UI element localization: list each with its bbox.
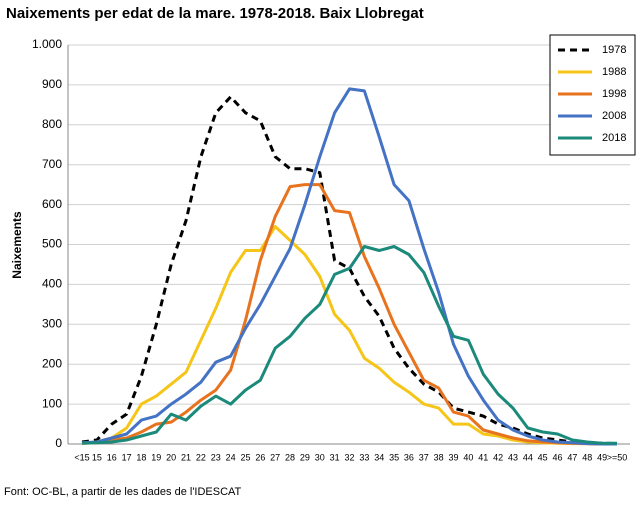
x-tick-label: 39 bbox=[449, 452, 459, 462]
x-tick-label: 32 bbox=[344, 452, 354, 462]
x-tick-label: 31 bbox=[330, 452, 340, 462]
x-tick-label: 38 bbox=[434, 452, 444, 462]
series-line bbox=[81, 95, 618, 446]
y-tick-label: 500 bbox=[42, 237, 62, 251]
x-tick-label: 23 bbox=[211, 452, 221, 462]
x-tick-label: 36 bbox=[404, 452, 414, 462]
x-tick-label: 35 bbox=[389, 452, 399, 462]
x-tick-label: 43 bbox=[508, 452, 518, 462]
y-tick-label: 400 bbox=[42, 277, 62, 291]
y-tick-label: 1.000 bbox=[32, 37, 62, 51]
y-tick-label: 200 bbox=[42, 356, 62, 370]
x-tick-label: 30 bbox=[315, 452, 325, 462]
series-line bbox=[81, 183, 617, 446]
x-tick-label: 47 bbox=[567, 452, 577, 462]
x-tick-label: 40 bbox=[463, 452, 473, 462]
legend-label: 1998 bbox=[602, 88, 626, 100]
y-tick-label: 0 bbox=[55, 436, 62, 450]
y-tick-label: 900 bbox=[42, 77, 62, 91]
y-tick-label: 600 bbox=[42, 197, 62, 211]
x-tick-label: 20 bbox=[166, 452, 176, 462]
legend-label: 1988 bbox=[602, 66, 626, 78]
x-tick-label: 33 bbox=[359, 452, 369, 462]
source-note: Font: OC-BL, a partir de les dades de l'… bbox=[4, 486, 242, 498]
y-axis-label: Naixements bbox=[10, 211, 24, 279]
x-tick-label: 41 bbox=[478, 452, 488, 462]
x-tick-label: 17 bbox=[122, 452, 132, 462]
x-tick-label: 18 bbox=[136, 452, 146, 462]
x-tick-label: 19 bbox=[151, 452, 161, 462]
x-tick-label: 16 bbox=[107, 452, 117, 462]
chart-title: Naixements per edat de la mare. 1978-201… bbox=[6, 5, 424, 22]
x-tick-label: 26 bbox=[255, 452, 265, 462]
x-tick-label: 37 bbox=[419, 452, 429, 462]
x-tick-label: <15 bbox=[74, 452, 89, 462]
x-tick-label: 25 bbox=[240, 452, 250, 462]
x-tick-label: 27 bbox=[270, 452, 280, 462]
x-tick-label: 42 bbox=[493, 452, 503, 462]
x-tick-label: 28 bbox=[285, 452, 295, 462]
x-tick-label: 34 bbox=[374, 452, 384, 462]
series-line bbox=[81, 87, 617, 446]
x-tick-label: 44 bbox=[523, 452, 533, 462]
x-tick-label: 46 bbox=[553, 452, 563, 462]
x-tick-label: 45 bbox=[538, 452, 548, 462]
legend-label: 2018 bbox=[602, 132, 626, 144]
series-line bbox=[81, 245, 617, 445]
y-tick-label: 100 bbox=[42, 396, 62, 410]
y-tick-label: 300 bbox=[42, 316, 62, 330]
x-tick-label: 29 bbox=[300, 452, 310, 462]
y-tick-label: 800 bbox=[42, 117, 62, 131]
legend-label: 2008 bbox=[602, 110, 626, 122]
x-tick-label: 21 bbox=[181, 452, 191, 462]
x-tick-label: >=50 bbox=[607, 452, 628, 462]
y-tick-label: 700 bbox=[42, 157, 62, 171]
x-tick-label: 48 bbox=[582, 452, 592, 462]
x-tick-label: 22 bbox=[196, 452, 206, 462]
x-tick-label: 24 bbox=[226, 452, 236, 462]
x-tick-label: 49 bbox=[597, 452, 607, 462]
x-tick-label: 15 bbox=[92, 452, 102, 462]
legend-label: 1978 bbox=[602, 44, 626, 56]
